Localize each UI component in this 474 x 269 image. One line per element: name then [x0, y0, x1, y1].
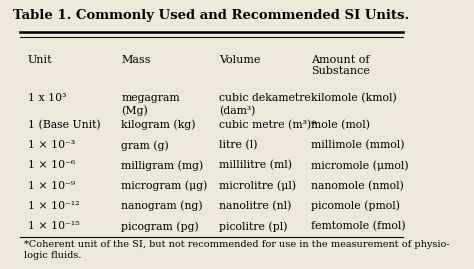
Text: Volume: Volume	[219, 55, 261, 65]
Text: cubic dekametre
(dam³): cubic dekametre (dam³)	[219, 93, 311, 116]
Text: Table 1. Commonly Used and Recommended SI Units.: Table 1. Commonly Used and Recommended S…	[13, 9, 410, 22]
Text: 1 x 10³: 1 x 10³	[27, 93, 66, 103]
Text: megagram
(Mg): megagram (Mg)	[121, 93, 180, 116]
Text: millilitre (ml): millilitre (ml)	[219, 160, 292, 171]
Text: millimole (mmol): millimole (mmol)	[311, 140, 405, 150]
Text: kilomole (kmol): kilomole (kmol)	[311, 93, 397, 104]
Text: litre (l): litre (l)	[219, 140, 258, 150]
Text: micromole (μmol): micromole (μmol)	[311, 160, 409, 171]
Text: nanogram (ng): nanogram (ng)	[121, 201, 203, 211]
Text: *Coherent unit of the SI, but not recommended for use in the measurement of phys: *Coherent unit of the SI, but not recomm…	[24, 240, 449, 260]
Text: mole (mol): mole (mol)	[311, 120, 370, 130]
Text: 1 × 10⁻⁹: 1 × 10⁻⁹	[27, 180, 75, 190]
Text: Amount of
Substance: Amount of Substance	[311, 55, 370, 76]
Text: gram (g): gram (g)	[121, 140, 169, 151]
Text: cubic metre (m³)*: cubic metre (m³)*	[219, 120, 317, 130]
Text: milligram (mg): milligram (mg)	[121, 160, 204, 171]
Text: picolitre (pl): picolitre (pl)	[219, 221, 288, 232]
Text: 1 × 10⁻⁶: 1 × 10⁻⁶	[27, 160, 75, 170]
Text: femtomole (fmol): femtomole (fmol)	[311, 221, 406, 231]
Text: nanomole (nmol): nanomole (nmol)	[311, 180, 404, 191]
Text: 1 × 10⁻³: 1 × 10⁻³	[27, 140, 75, 150]
Text: 1 × 10⁻¹⁵: 1 × 10⁻¹⁵	[27, 221, 79, 231]
Text: picomole (pmol): picomole (pmol)	[311, 201, 400, 211]
Text: microlitre (μl): microlitre (μl)	[219, 180, 296, 191]
Text: 1 (Base Unit): 1 (Base Unit)	[27, 120, 100, 130]
Text: Unit: Unit	[27, 55, 52, 65]
Text: Mass: Mass	[121, 55, 151, 65]
Text: picogram (pg): picogram (pg)	[121, 221, 199, 232]
Text: nanolitre (nl): nanolitre (nl)	[219, 201, 292, 211]
Text: kilogram (kg): kilogram (kg)	[121, 120, 196, 130]
Text: 1 × 10⁻¹²: 1 × 10⁻¹²	[27, 201, 79, 211]
Text: microgram (μg): microgram (μg)	[121, 180, 208, 191]
